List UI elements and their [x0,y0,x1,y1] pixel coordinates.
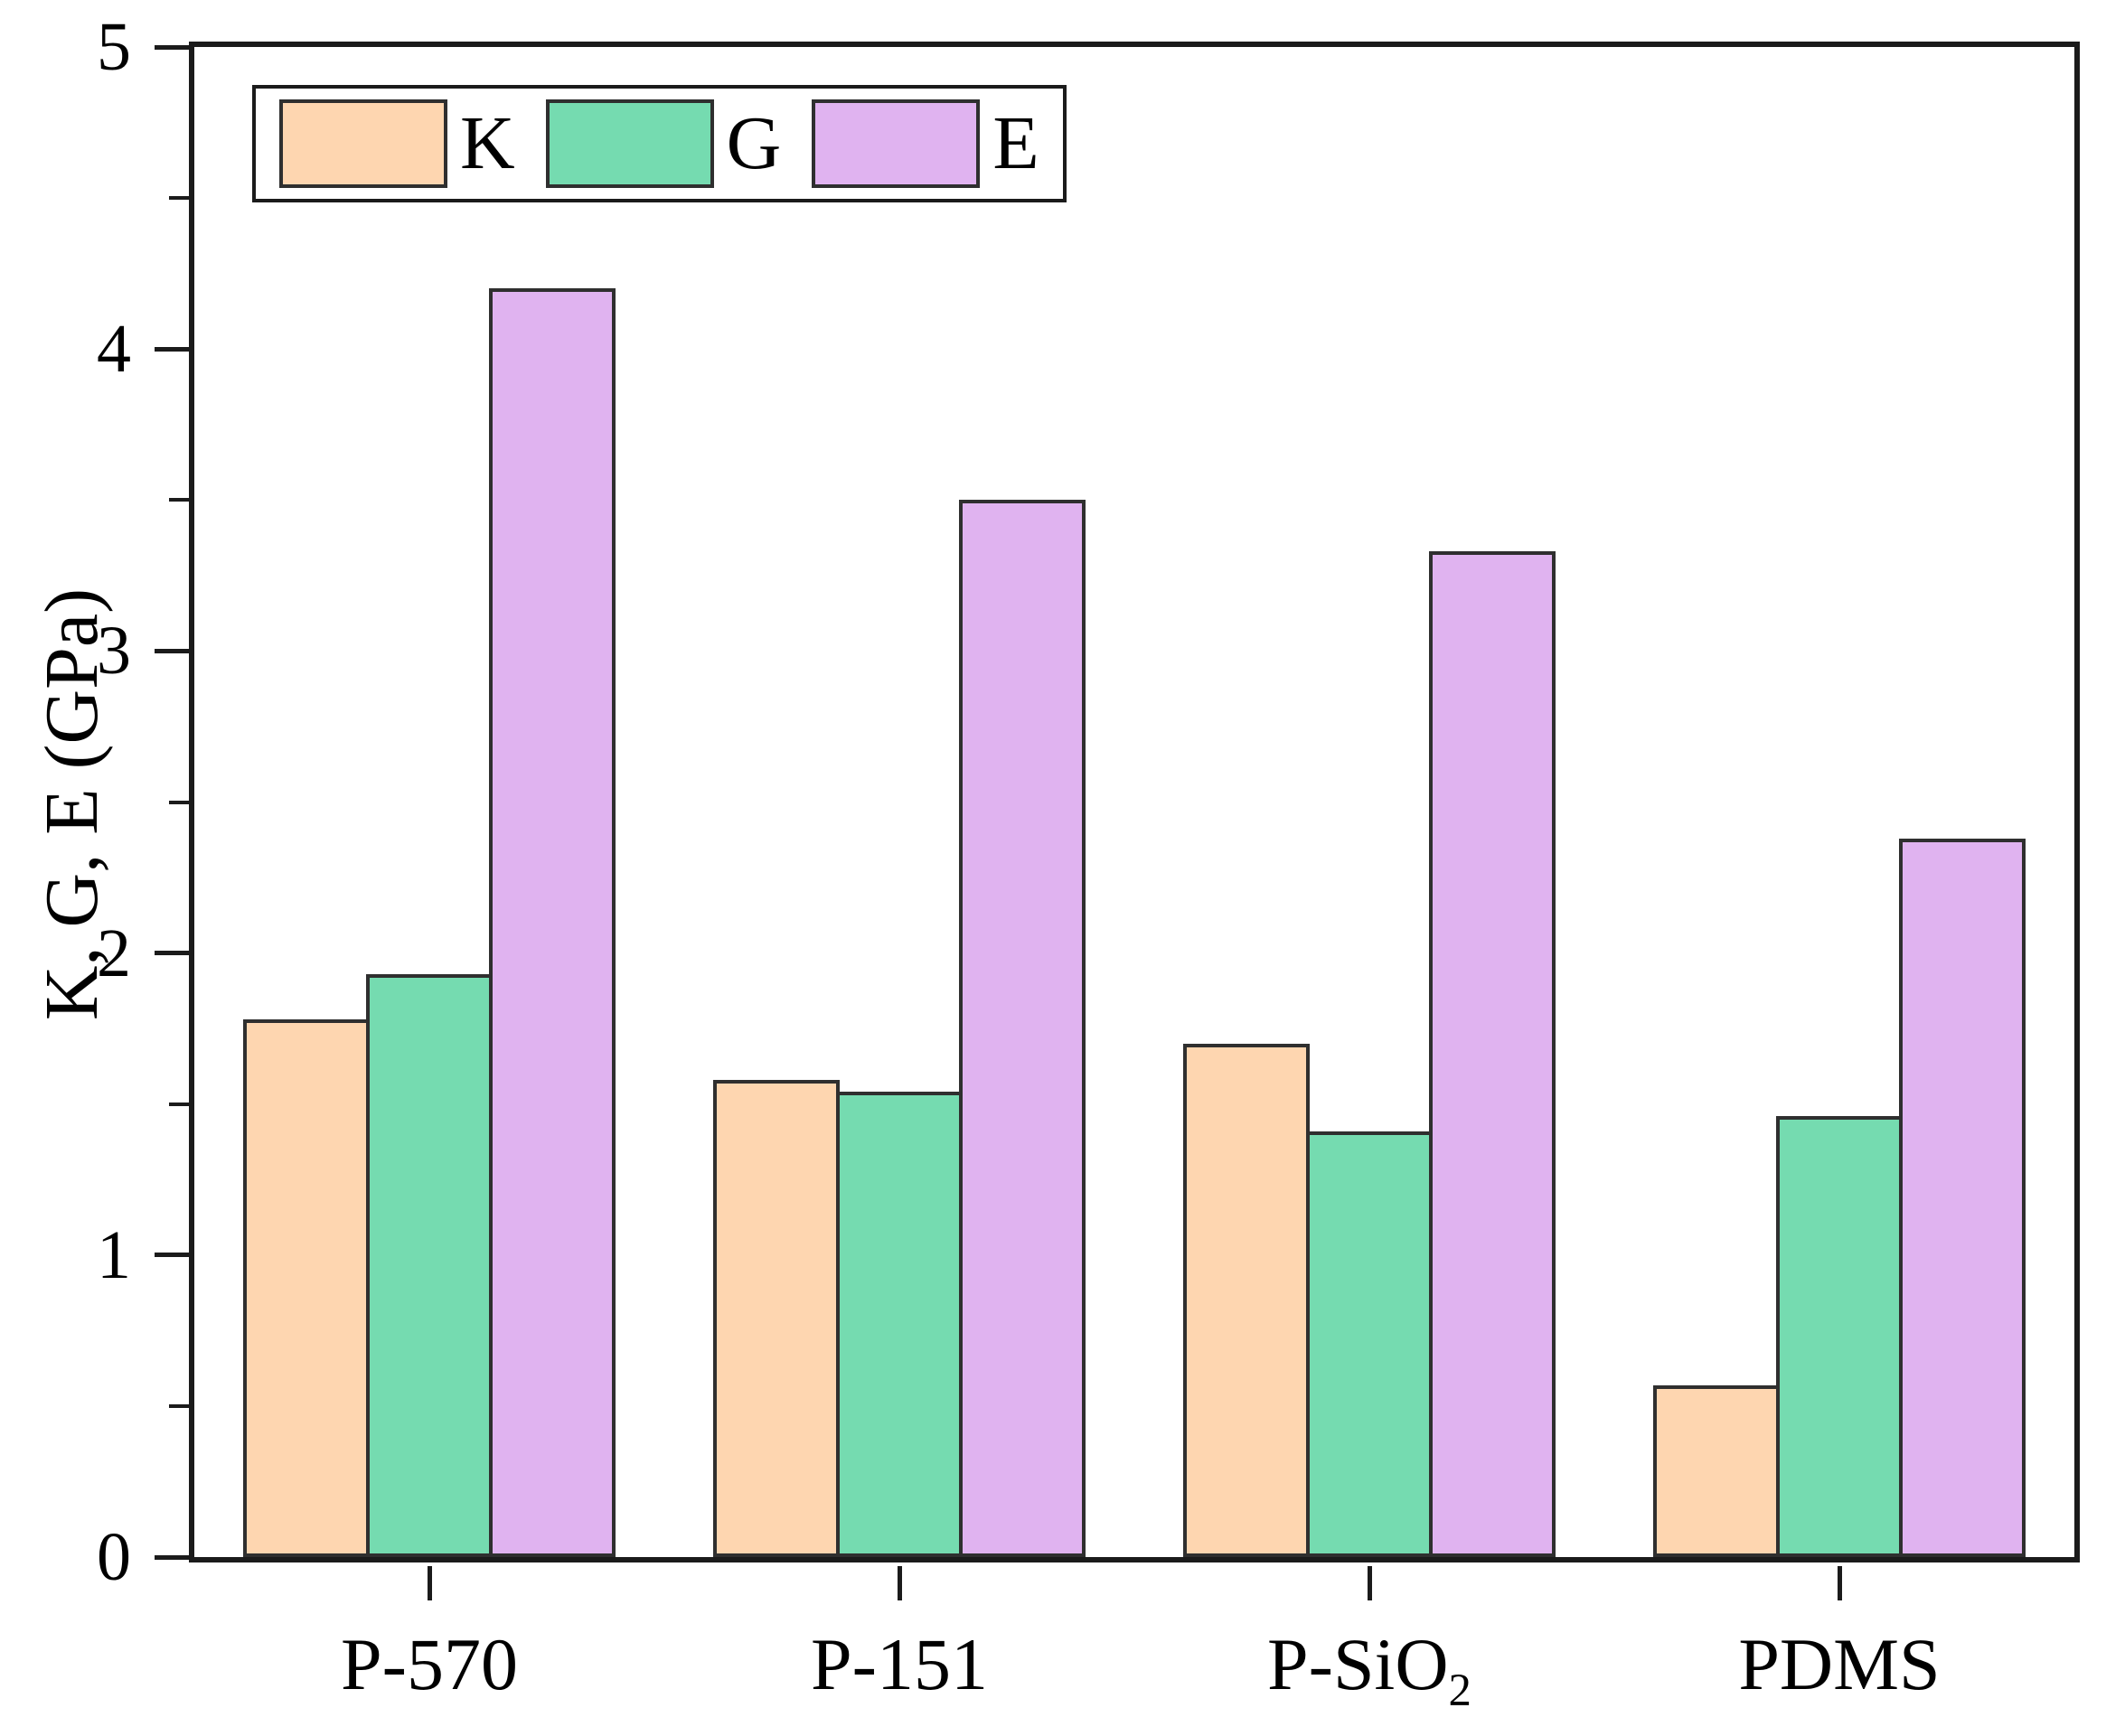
x-category-label-pdms: PDMS [1586,1624,2092,1705]
y-tick-minor-2.5 [169,800,189,804]
y-tick-label-3: 3 [97,613,131,690]
y-tick-major-3 [155,648,189,653]
x-tick-0 [427,1566,432,1600]
legend-label-e: E [992,101,1039,185]
bar-k-1 [713,1080,840,1557]
y-tick-major-2 [155,951,189,956]
x-category-text: P-151 [811,1623,988,1705]
x-category-subscript: 2 [1448,1664,1471,1715]
legend-swatch-e [812,99,981,188]
y-tick-label-5: 5 [97,9,131,85]
bar-g-1 [836,1092,963,1557]
y-tick-label-0: 0 [97,1519,131,1595]
x-category-text: P-SiO [1267,1623,1449,1705]
bar-e-0 [489,288,616,1557]
legend-item-g: G [545,99,782,188]
y-tick-minor-4.5 [169,196,189,201]
bar-e-3 [1899,839,2026,1557]
y-tick-label-1: 1 [97,1216,131,1293]
bar-e-2 [1429,551,1556,1557]
x-category-text: P-570 [341,1623,518,1705]
x-tick-3 [1837,1566,1842,1600]
legend-item-k: K [279,99,515,188]
y-tick-major-1 [155,1253,189,1258]
x-tick-2 [1367,1566,1372,1600]
legend-item-e: E [812,99,1039,188]
bar-k-3 [1653,1385,1780,1557]
legend-swatch-k [279,99,447,188]
bar-g-2 [1306,1131,1433,1557]
y-tick-major-0 [155,1554,189,1560]
x-category-text: PDMS [1738,1623,1941,1705]
y-tick-label-4: 4 [97,311,131,388]
legend-label-g: G [726,101,782,185]
legend-swatch-g [545,99,714,188]
x-category-label-p-sio: P-SiO2 [1116,1623,1622,1713]
bar-g-3 [1776,1116,1903,1557]
bar-k-0 [243,1019,370,1557]
x-category-label-p-570: P-570 [176,1624,682,1705]
legend-label-k: K [460,101,515,185]
y-tick-label-2: 2 [97,915,131,991]
bar-e-1 [959,500,1086,1557]
bar-g-0 [366,974,493,1557]
y-axis-title: K, G, E (GPa) [30,587,114,1021]
y-tick-major-5 [155,44,189,50]
y-tick-minor-3.5 [169,498,189,502]
y-tick-minor-1.5 [169,1102,189,1106]
x-category-label-p-151: P-151 [646,1624,1152,1705]
x-tick-1 [897,1566,902,1600]
bar-k-2 [1183,1044,1310,1557]
y-tick-minor-0.5 [169,1403,189,1408]
y-tick-major-4 [155,346,189,352]
